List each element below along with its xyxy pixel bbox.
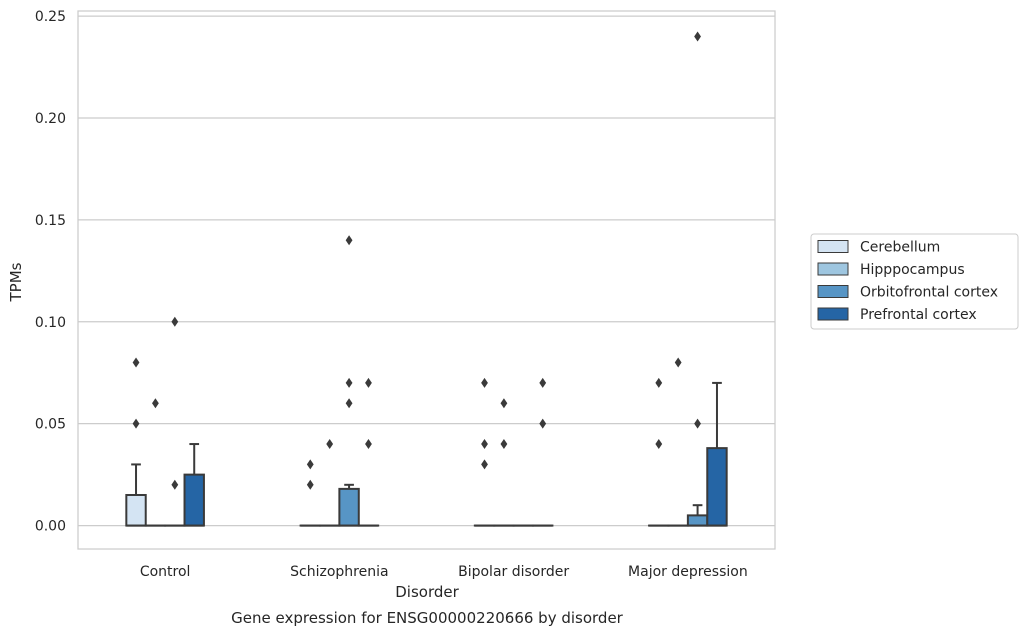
x-axis-ticks: Control Schizophrenia Bipolar disorder Majo… — [140, 564, 748, 580]
legend-entry: Prefrontal cortex — [860, 307, 977, 323]
outlier-point — [655, 377, 663, 388]
outlier-point — [481, 377, 488, 388]
outlier-point — [345, 377, 353, 388]
outlier-point — [674, 357, 682, 368]
plot-area-frame — [77, 10, 776, 550]
outlier-point — [171, 316, 179, 327]
y-axis-ticks: 0.00 0.05 0.10 0.15 0.20 0.25 — [35, 9, 66, 534]
box — [706, 447, 728, 527]
outlier-point — [694, 31, 701, 42]
outlier-point — [306, 479, 314, 490]
legend-entry: Cerebellum — [860, 240, 940, 256]
outlier-point — [345, 235, 353, 246]
outlier-point — [694, 418, 701, 429]
outlier-point — [481, 459, 488, 470]
legend-swatch — [817, 307, 849, 321]
x-tick-label: Control — [140, 564, 191, 580]
legend: Cerebellum Hipppocampus Orbitofrontal cort… — [810, 233, 1019, 330]
outlier-point — [481, 439, 488, 450]
y-axis-label: TPMs — [7, 262, 25, 302]
legend-swatch — [817, 262, 849, 276]
y-tick-label: 0.25 — [35, 9, 66, 25]
y-tick-label: 0.15 — [35, 213, 66, 229]
legend-swatch — [817, 285, 849, 298]
outlier-point — [500, 439, 508, 450]
y-tick-label: 0.00 — [35, 519, 66, 535]
box — [183, 473, 205, 527]
box — [125, 493, 147, 527]
x-tick-label: Major depression — [628, 564, 748, 580]
outlier-point — [500, 398, 508, 409]
legend-entry: Orbitofrontal cortex — [860, 285, 998, 301]
y-tick-label: 0.05 — [35, 417, 66, 433]
outlier-point — [539, 418, 547, 429]
x-tick-label: Bipolar disorder — [458, 564, 569, 580]
outlier-point — [306, 459, 314, 470]
outlier-point — [132, 418, 140, 429]
box — [338, 487, 360, 527]
outlier-point — [365, 377, 372, 388]
x-tick-label: Schizophrenia — [290, 564, 388, 580]
outlier-point — [326, 439, 334, 450]
legend-entry: Hipppocampus — [860, 262, 965, 278]
outlier-point — [345, 398, 353, 409]
box — [686, 514, 709, 527]
legend-frame — [810, 233, 1019, 330]
y-tick-label: 0.10 — [35, 315, 66, 331]
outlier-point — [539, 377, 547, 388]
outlier-point — [655, 439, 663, 450]
y-tick-label: 0.20 — [35, 111, 66, 127]
outlier-point — [152, 398, 159, 409]
outlier-point — [132, 357, 140, 368]
chart-caption: Gene expression for ENSG00000220666 by d… — [231, 609, 624, 627]
legend-swatch — [817, 240, 849, 253]
outlier-point — [171, 479, 179, 490]
box-series — [125, 31, 728, 527]
x-axis-label: Disorder — [395, 583, 459, 601]
outlier-point — [365, 439, 372, 450]
